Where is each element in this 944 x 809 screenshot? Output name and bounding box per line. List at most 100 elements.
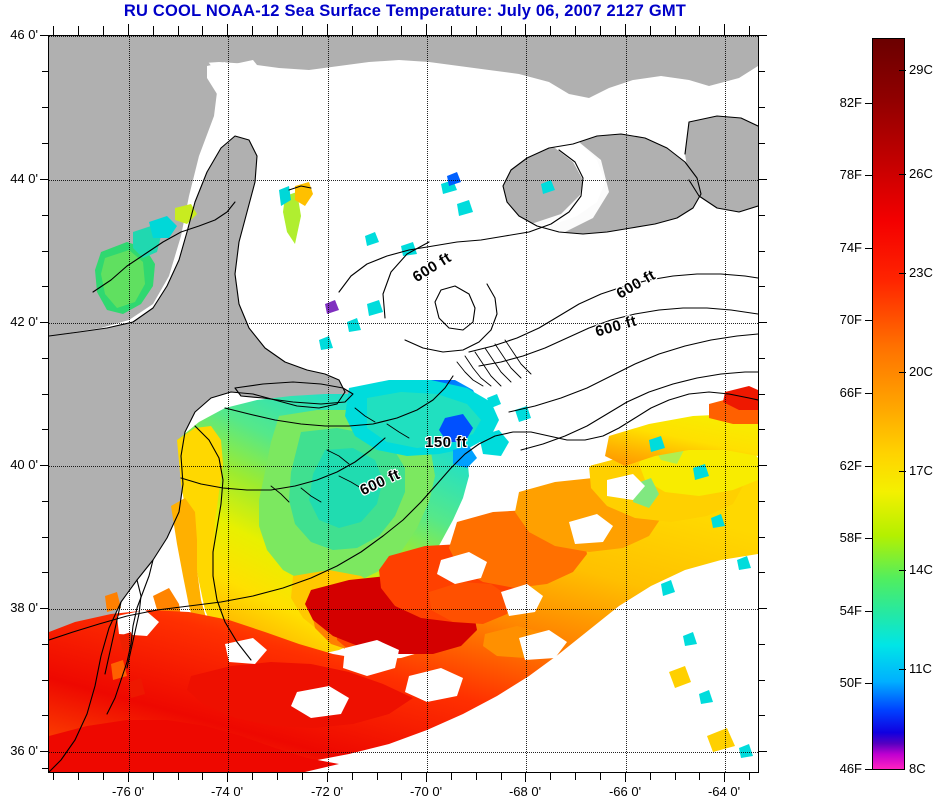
xtick-top [302, 26, 303, 35]
gridline-lat-38 [49, 609, 758, 610]
cbar-tick-54F [865, 611, 872, 612]
cbar-tick-26C [899, 174, 906, 175]
ytick-minor [42, 501, 49, 502]
cbar-tick-11C [899, 669, 906, 670]
ytick-minor [42, 143, 49, 144]
gridline-lon--66 [626, 36, 627, 772]
xtick-top [352, 26, 353, 35]
ylabel-42: 42 0' [10, 314, 38, 329]
cbar-label-50F: 50F [839, 675, 862, 690]
xtick-top [451, 26, 452, 35]
xtick-minor [202, 772, 203, 780]
ylabel-44: 44 0' [10, 171, 38, 186]
xtick-top [625, 24, 626, 35]
xtick-minor [277, 772, 278, 780]
ytick-major-38 [40, 608, 49, 609]
xtick-top [377, 26, 378, 35]
contour-label-150ft: 150 ft [425, 434, 468, 451]
ytick-right [758, 71, 765, 72]
xtick-minor [302, 772, 303, 780]
cbar-label-29C: 29C [909, 62, 933, 77]
xtick-top [575, 26, 576, 35]
xlabel--68: -68 0' [508, 784, 542, 799]
xtick-top [401, 26, 402, 35]
ytick-minor [42, 71, 49, 72]
ytick-right [758, 429, 765, 430]
xtick-minor [675, 772, 676, 780]
xtick-top [227, 24, 228, 35]
xtick-minor [699, 772, 700, 780]
xtick-top [724, 24, 725, 35]
sst-map-plot: 600 ft 600 ft 600 ft 150 ft 600 ft [48, 35, 759, 773]
gridline-lat-40 [49, 466, 758, 467]
xtick-top [202, 26, 203, 35]
ytick-right [758, 322, 767, 323]
xtick-minor [401, 772, 402, 780]
cbar-tick-62F [865, 466, 872, 467]
ytick-right [758, 501, 765, 502]
ytick-major-42 [40, 322, 49, 323]
cbar-label-11C: 11C [909, 661, 932, 676]
xtick-top [426, 24, 427, 35]
cbar-label-14C: 14C [909, 562, 933, 577]
xtick-top [128, 24, 129, 35]
ytick-right [758, 179, 767, 180]
xtick-top [327, 24, 328, 35]
gridline-lon--70 [427, 36, 428, 772]
cbar-tick-20C [899, 372, 906, 373]
xtick-top [103, 26, 104, 35]
ytick-minor [42, 107, 49, 108]
cbar-tick-23C [899, 273, 906, 274]
cbar-label-66F: 66F [839, 385, 862, 400]
gridline-lon--68 [526, 36, 527, 772]
xtick-minor [451, 772, 452, 780]
xtick-major--68 [525, 772, 526, 782]
ytick-right [758, 465, 767, 466]
xtick-minor [749, 772, 750, 780]
cbar-label-46F: 46F [839, 761, 862, 776]
ytick-minor [42, 429, 49, 430]
gridline-lon--72 [328, 36, 329, 772]
xtick-major--66 [625, 772, 626, 782]
ylabel-40: 40 0' [10, 457, 38, 472]
xtick-minor [550, 772, 551, 780]
cbar-label-54F: 54F [839, 603, 862, 618]
cbar-tick-74F [865, 248, 872, 249]
ytick-right [758, 107, 765, 108]
cbar-label-20C: 20C [909, 364, 933, 379]
ytick-minor [42, 286, 49, 287]
xtick-top [252, 26, 253, 35]
sst-colorbar [872, 38, 905, 770]
xlabel--66: -66 0' [608, 784, 642, 799]
sst-raster [49, 36, 758, 772]
ytick-right [758, 215, 765, 216]
ytick-right [758, 608, 767, 609]
ytick-right [758, 286, 765, 287]
xtick-top [550, 26, 551, 35]
ytick-right [758, 35, 767, 36]
ytick-major-46 [40, 35, 49, 36]
xtick-top [675, 26, 676, 35]
xtick-top [178, 26, 179, 35]
cbar-tick-70F [865, 320, 872, 321]
gridline-lat-42 [49, 323, 758, 324]
xtick-top [153, 26, 154, 35]
ytick-minor [42, 215, 49, 216]
cbar-label-8C: 8C [909, 761, 926, 776]
xlabel--76: -76 0' [111, 784, 145, 799]
xtick-minor [575, 772, 576, 780]
xlabel--72: -72 0' [310, 784, 344, 799]
cbar-tick-17C [899, 471, 906, 472]
cbar-tick-50F [865, 683, 872, 684]
cbar-label-23C: 23C [909, 265, 933, 280]
ytick-major-36 [40, 751, 49, 752]
ytick-right [758, 751, 767, 752]
xlabel--70: -70 0' [409, 784, 443, 799]
cbar-tick-66F [865, 393, 872, 394]
ytick-minor [42, 572, 49, 573]
cbar-tick-29C [899, 70, 906, 71]
ytick-right [758, 358, 765, 359]
ytick-right [758, 680, 765, 681]
ytick-minor [42, 768, 49, 769]
ytick-right [758, 644, 765, 645]
